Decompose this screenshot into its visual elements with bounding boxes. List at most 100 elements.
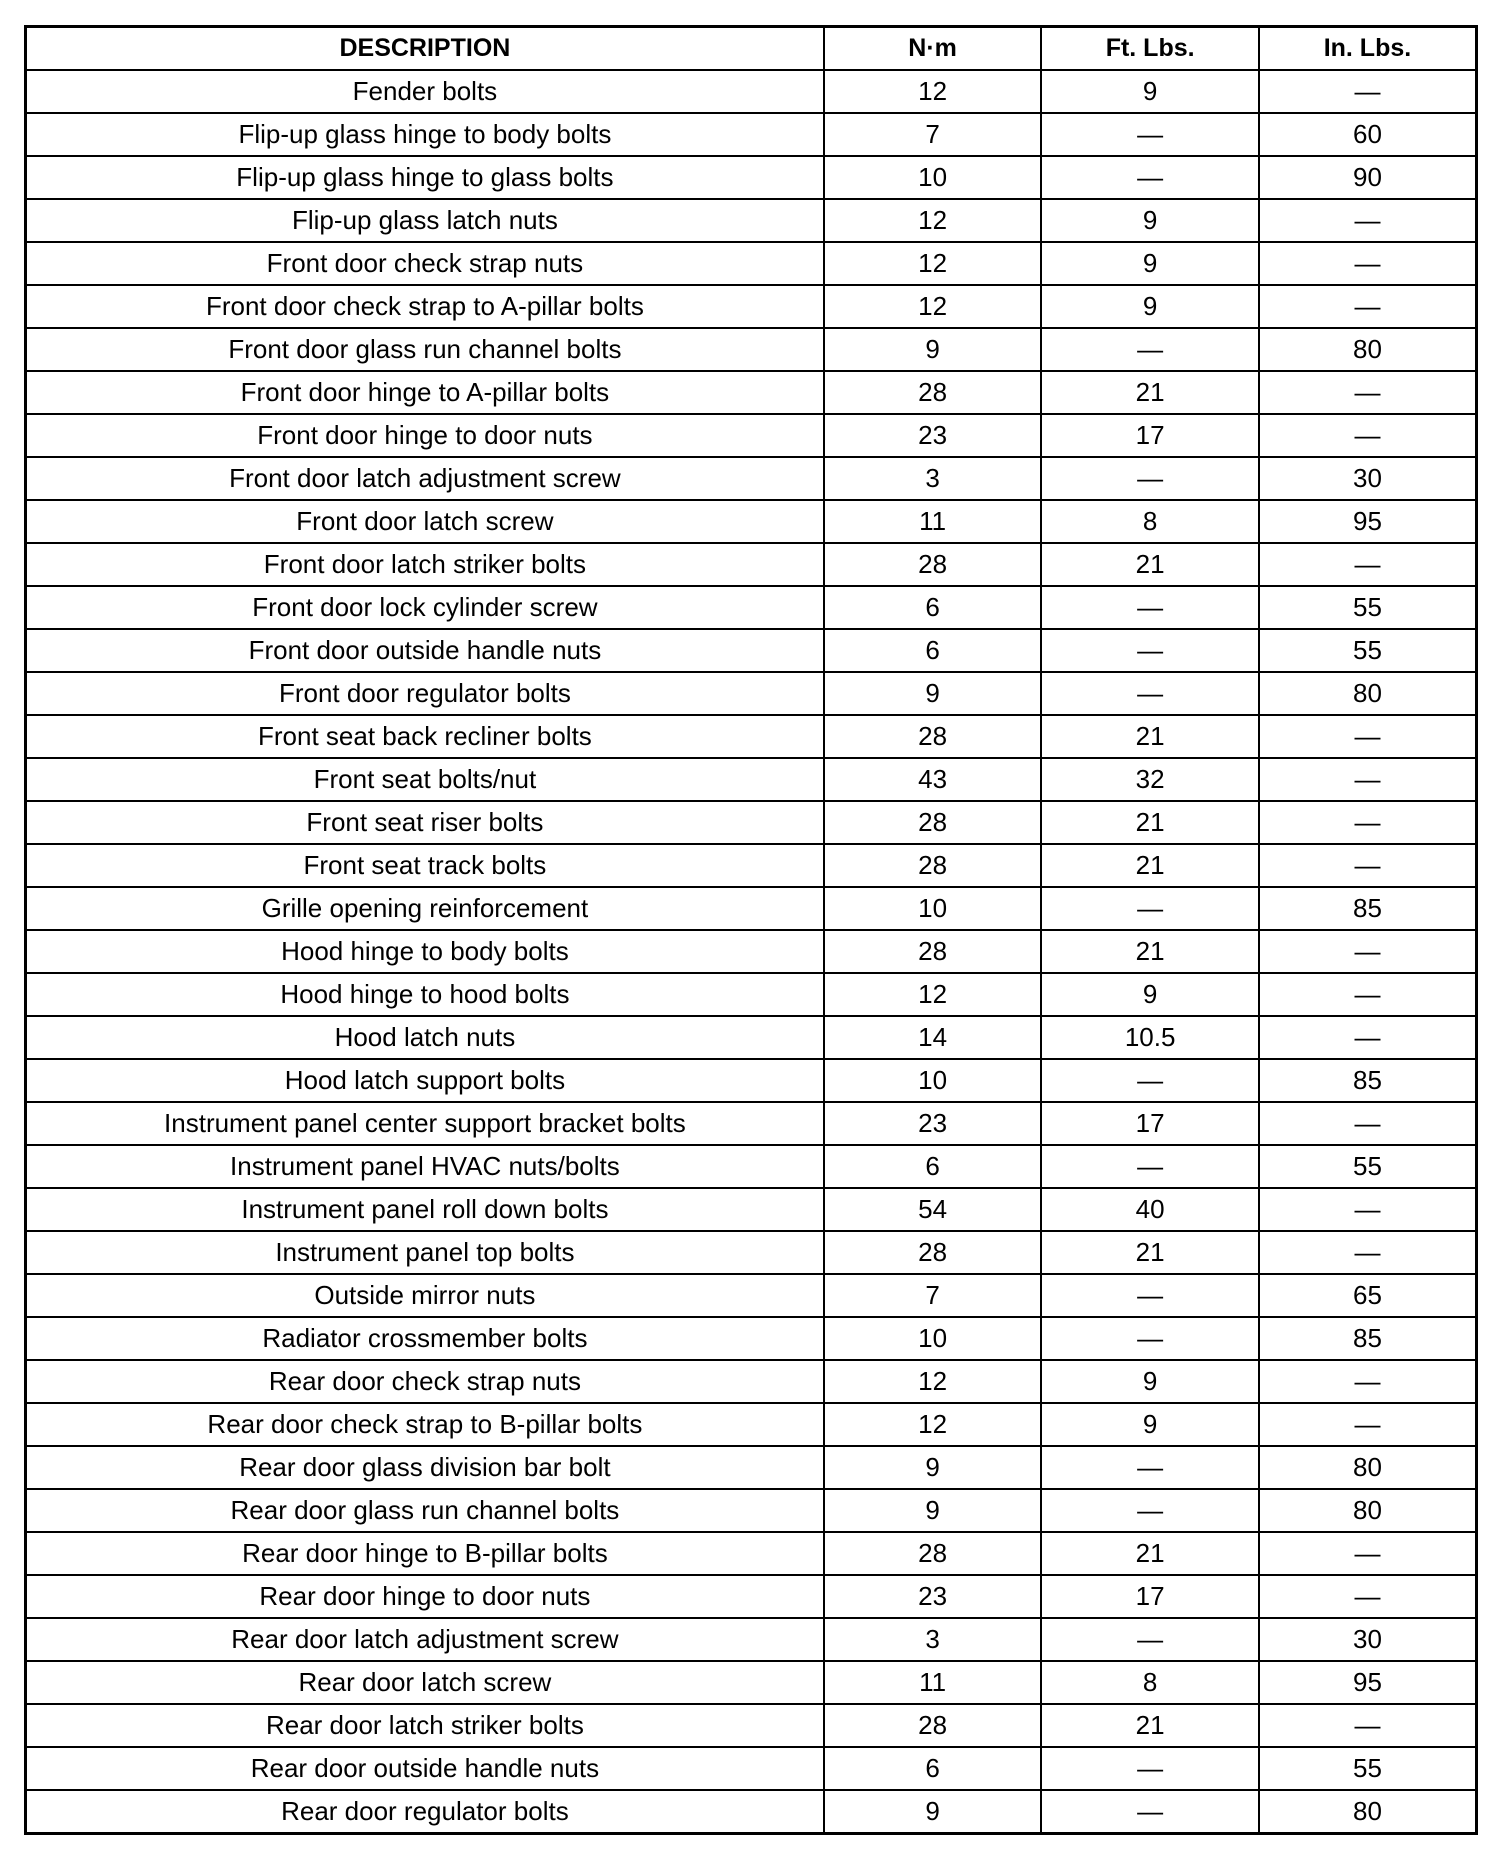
table-row: Rear door latch striker bolts 28 21—: [24, 1703, 1478, 1748]
cell-in-lbs: —: [1257, 1187, 1478, 1232]
table-row: Front door latch screw 11 8 95: [24, 499, 1478, 544]
table-body: Fender bolts 12 9— Flip-up glass hinge to b…: [24, 69, 1478, 1835]
cell-nm: 28: [822, 929, 1043, 974]
cell-description: Rear door latch striker bolts: [24, 1703, 825, 1748]
cell-description: Rear door hinge to door nuts: [24, 1574, 825, 1619]
table-row: Front door check strap nuts 12 9—: [24, 241, 1478, 286]
cell-in-lbs: 55: [1257, 628, 1478, 673]
table-row: Rear door hinge to door nuts 23 17—: [24, 1574, 1478, 1619]
cell-description: Front door check strap to A-pillar bolts: [24, 284, 825, 329]
cell-description: Front door latch screw: [24, 499, 825, 544]
table-row: Front door glass run channel bolts 9—80: [24, 327, 1478, 372]
cell-nm: 54: [822, 1187, 1043, 1232]
header-ft-lbs: Ft. Lbs.: [1040, 25, 1260, 71]
cell-ft-lbs: 21: [1040, 370, 1260, 415]
cell-nm: 7: [822, 1273, 1043, 1318]
cell-ft-lbs: —: [1040, 456, 1260, 501]
cell-in-lbs: 80: [1257, 1445, 1478, 1490]
cell-nm: 9: [822, 1488, 1043, 1533]
table-row: Front door hinge to door nuts 23 17—: [24, 413, 1478, 458]
cell-description: Rear door regulator bolts: [24, 1789, 825, 1835]
cell-nm: 28: [822, 370, 1043, 415]
cell-description: Instrument panel top bolts: [24, 1230, 825, 1275]
cell-in-lbs: —: [1257, 284, 1478, 329]
cell-description: Fender bolts: [24, 69, 825, 114]
cell-nm: 10: [822, 1316, 1043, 1361]
cell-in-lbs: 85: [1257, 1058, 1478, 1103]
cell-ft-lbs: —: [1040, 628, 1260, 673]
cell-in-lbs: 55: [1257, 1144, 1478, 1189]
cell-description: Front door check strap nuts: [24, 241, 825, 286]
cell-ft-lbs: 21: [1040, 1531, 1260, 1576]
cell-description: Hood latch support bolts: [24, 1058, 825, 1103]
cell-description: Flip-up glass hinge to glass bolts: [24, 155, 825, 200]
table-row: Front door latch adjustment screw 3—30: [24, 456, 1478, 501]
table-row: Front seat riser bolts 28 21—: [24, 800, 1478, 845]
cell-in-lbs: 80: [1257, 1488, 1478, 1533]
cell-in-lbs: 85: [1257, 1316, 1478, 1361]
cell-nm: 28: [822, 714, 1043, 759]
table-row: Hood latch support bolts 10—85: [24, 1058, 1478, 1103]
cell-nm: 10: [822, 155, 1043, 200]
cell-description: Radiator crossmember bolts: [24, 1316, 825, 1361]
cell-nm: 6: [822, 1144, 1043, 1189]
cell-description: Rear door hinge to B-pillar bolts: [24, 1531, 825, 1576]
cell-ft-lbs: —: [1040, 112, 1260, 157]
cell-ft-lbs: —: [1040, 327, 1260, 372]
table-row: Front door latch striker bolts 28 21—: [24, 542, 1478, 587]
table-row: Flip-up glass hinge to glass bolts 10—90: [24, 155, 1478, 200]
cell-in-lbs: —: [1257, 1359, 1478, 1404]
cell-ft-lbs: 8: [1040, 499, 1260, 544]
cell-in-lbs: —: [1257, 757, 1478, 802]
cell-description: Instrument panel roll down bolts: [24, 1187, 825, 1232]
cell-ft-lbs: —: [1040, 155, 1260, 200]
cell-in-lbs: —: [1257, 370, 1478, 415]
table-row: Front door hinge to A-pillar bolts 28 21—: [24, 370, 1478, 415]
cell-nm: 7: [822, 112, 1043, 157]
cell-in-lbs: —: [1257, 714, 1478, 759]
cell-ft-lbs: —: [1040, 671, 1260, 716]
cell-description: Front door glass run channel bolts: [24, 327, 825, 372]
cell-nm: 28: [822, 542, 1043, 587]
cell-nm: 9: [822, 671, 1043, 716]
table-row: Rear door check strap to B-pillar bolts 1…: [24, 1402, 1478, 1447]
header-in-lbs: In. Lbs.: [1257, 25, 1478, 71]
cell-in-lbs: 30: [1257, 1617, 1478, 1662]
cell-in-lbs: —: [1257, 1703, 1478, 1748]
cell-description: Rear door latch adjustment screw: [24, 1617, 825, 1662]
cell-description: Outside mirror nuts: [24, 1273, 825, 1318]
cell-nm: 28: [822, 1531, 1043, 1576]
cell-ft-lbs: 10.5: [1040, 1015, 1260, 1060]
cell-in-lbs: 95: [1257, 499, 1478, 544]
cell-in-lbs: 80: [1257, 671, 1478, 716]
cell-ft-lbs: —: [1040, 1273, 1260, 1318]
table-row: Front door regulator bolts 9—80: [24, 671, 1478, 716]
cell-ft-lbs: 9: [1040, 1402, 1260, 1447]
cell-ft-lbs: —: [1040, 1058, 1260, 1103]
cell-in-lbs: —: [1257, 1574, 1478, 1619]
cell-description: Front door latch striker bolts: [24, 542, 825, 587]
cell-ft-lbs: 21: [1040, 800, 1260, 845]
cell-nm: 10: [822, 886, 1043, 931]
cell-in-lbs: —: [1257, 1230, 1478, 1275]
table-row: Front door check strap to A-pillar bolts…: [24, 284, 1478, 329]
cell-description: Hood latch nuts: [24, 1015, 825, 1060]
table-row: Instrument panel roll down bolts 54 40—: [24, 1187, 1478, 1232]
cell-nm: 23: [822, 1101, 1043, 1146]
cell-ft-lbs: —: [1040, 1617, 1260, 1662]
cell-in-lbs: 95: [1257, 1660, 1478, 1705]
cell-description: Front door outside handle nuts: [24, 628, 825, 673]
table-row: Hood hinge to hood bolts 12 9—: [24, 972, 1478, 1017]
table-row: Rear door check strap nuts 12 9—: [24, 1359, 1478, 1404]
header-description: DESCRIPTION: [24, 25, 825, 71]
cell-description: Rear door check strap nuts: [24, 1359, 825, 1404]
cell-ft-lbs: —: [1040, 585, 1260, 630]
cell-nm: 6: [822, 1746, 1043, 1791]
cell-description: Flip-up glass latch nuts: [24, 198, 825, 243]
cell-description: Front door regulator bolts: [24, 671, 825, 716]
table-row: Flip-up glass hinge to body bolts 7—60: [24, 112, 1478, 157]
table-row: Instrument panel top bolts 28 21—: [24, 1230, 1478, 1275]
table-row: Grille opening reinforcement 10—85: [24, 886, 1478, 931]
table-row: Flip-up glass latch nuts 12 9—: [24, 198, 1478, 243]
cell-nm: 12: [822, 972, 1043, 1017]
